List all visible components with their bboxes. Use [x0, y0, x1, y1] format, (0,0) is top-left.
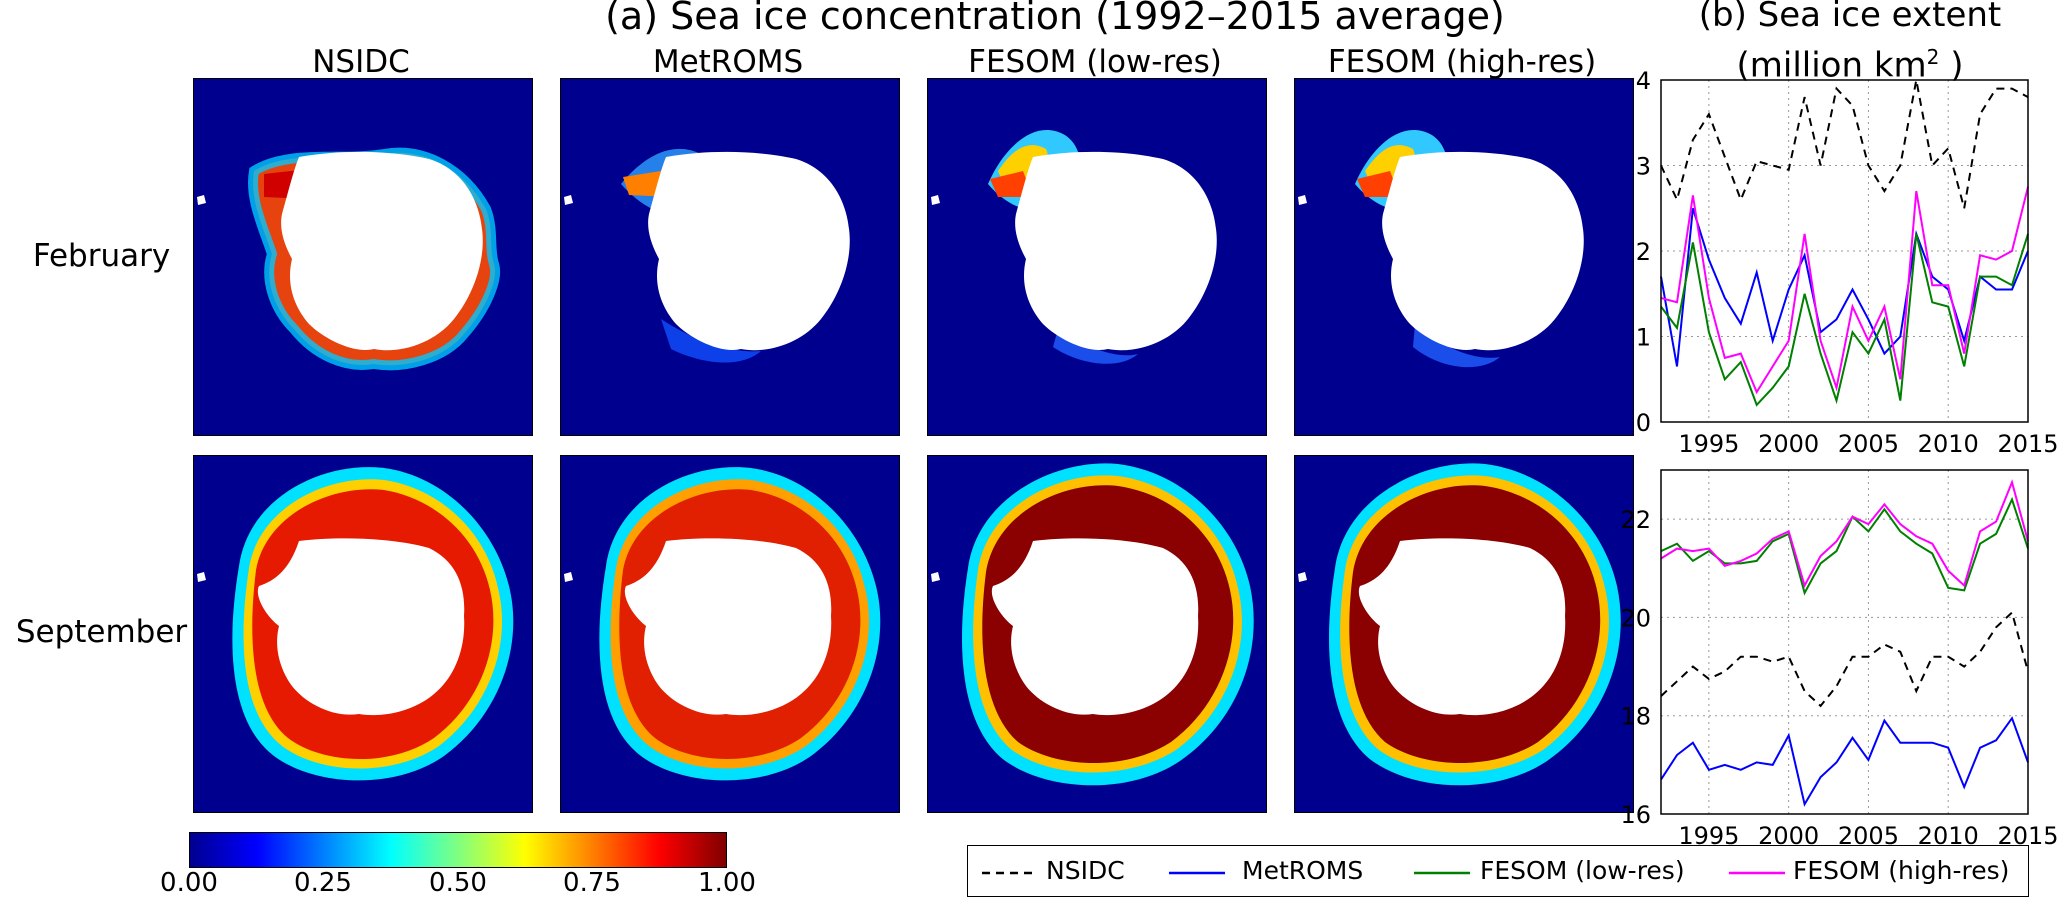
- series-line-september-fesom-low-res: [1660, 496, 2029, 596]
- colorbar: [189, 832, 727, 868]
- legend-swatch-fesom-high: [1729, 871, 1785, 875]
- figure-title-b: (b) Sea ice extent (million km2 ): [1640, 0, 2060, 86]
- column-title-fesom-low: FESOM (low-res): [968, 44, 1222, 80]
- xtick-label-february-3: 2010: [1918, 430, 1979, 458]
- ytick-label-september-3: 22: [1620, 506, 1651, 534]
- series-line-february-fesom-high-res: [1660, 186, 2029, 395]
- plot-frame-february: [1660, 79, 2029, 423]
- row-label-february: February: [32, 238, 171, 274]
- title-b-line2: (million km2 ): [1736, 45, 1964, 86]
- legend-label-fesom-high: FESOM (high-res): [1793, 856, 2010, 885]
- ytick-label-february-2: 2: [1636, 238, 1651, 266]
- row-label-september: September: [15, 614, 188, 650]
- legend-label-metroms: MetROMS: [1242, 856, 1364, 885]
- series-line-february-fesom-low-res: [1660, 233, 2029, 407]
- plot-frame-september: [1660, 469, 2029, 815]
- series-line-september-fesom-high-res: [1660, 479, 2029, 589]
- colorbar-tick-1: 0.25: [294, 868, 352, 898]
- series-line-september-metroms: [1660, 716, 2029, 807]
- map-february-fesom-high: [1294, 78, 1634, 436]
- xtick-label-february-1: 2000: [1758, 430, 1819, 458]
- colorbar-tick-0: 0.00: [160, 868, 218, 898]
- ytick-label-february-0: 0: [1636, 409, 1651, 437]
- series-line-february-nsidc: [1660, 79, 2029, 209]
- ytick-label-february-1: 1: [1636, 324, 1651, 352]
- map-february-nsidc: [193, 78, 533, 436]
- legend-label-nsidc: NSIDC: [1046, 856, 1125, 885]
- figure-title-a: (a) Sea ice concentration (1992–2015 ave…: [605, 0, 1505, 38]
- map-february-metroms: [560, 78, 900, 436]
- column-title-nsidc: NSIDC: [312, 44, 410, 80]
- ytick-label-september-2: 20: [1620, 604, 1651, 632]
- colorbar-tick-3: 0.75: [563, 868, 621, 898]
- ytick-label-september-1: 18: [1620, 703, 1651, 731]
- xtick-label-february-0: 1995: [1678, 430, 1739, 458]
- map-september-nsidc: [193, 455, 533, 813]
- xtick-label-february-2: 2005: [1838, 430, 1899, 458]
- legend-swatch-metroms: [1169, 871, 1225, 875]
- legend-swatch-nsidc: [982, 871, 1038, 875]
- ytick-label-february-4: 4: [1636, 67, 1651, 95]
- series-line-february-metroms: [1660, 208, 2029, 367]
- title-b-line1: (b) Sea ice extent: [1698, 0, 2002, 35]
- series-line-september-nsidc: [1660, 610, 2029, 708]
- column-title-fesom-high: FESOM (high-res): [1327, 44, 1597, 80]
- map-september-fesom-high: [1294, 455, 1634, 813]
- legend: NSIDC MetROMS FESOM (low-res) FESOM (hig…: [967, 845, 2029, 897]
- ytick-label-september-0: 16: [1620, 801, 1651, 829]
- colorbar-tick-4: 1.00: [698, 868, 756, 898]
- colorbar-tick-2: 0.50: [429, 868, 487, 898]
- ytick-label-february-3: 3: [1636, 153, 1651, 181]
- column-title-metroms: MetROMS: [652, 44, 804, 80]
- xtick-label-february-4: 2015: [1997, 430, 2058, 458]
- legend-label-fesom-low: FESOM (low-res): [1480, 856, 1685, 885]
- map-february-fesom-low: [927, 78, 1267, 436]
- map-september-metroms: [560, 455, 900, 813]
- map-september-fesom-low: [927, 455, 1267, 813]
- legend-swatch-fesom-low: [1414, 871, 1470, 875]
